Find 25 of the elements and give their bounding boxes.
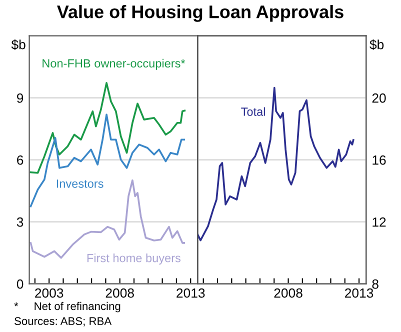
text: * Net of refinancing bbox=[14, 302, 120, 312]
x-tick-label: 2008 bbox=[274, 288, 302, 298]
y-tick-label: 6 bbox=[17, 155, 24, 165]
series-label: First home buyers bbox=[87, 254, 181, 265]
x-tick-label: 2013 bbox=[345, 288, 374, 298]
y-tick-label: 0 bbox=[16, 279, 24, 289]
x-tick-label: 2013 bbox=[176, 288, 205, 298]
x-tick-label: 2003 bbox=[35, 288, 64, 298]
y-tick-label: 9 bbox=[17, 93, 24, 103]
y2-tick-label: 16 bbox=[372, 155, 386, 165]
series-label: Investors bbox=[56, 180, 104, 188]
y-axis-title: $b bbox=[11, 39, 26, 50]
y-tick-label: 3 bbox=[16, 217, 24, 227]
y2-axis-title: $b bbox=[370, 39, 384, 50]
line-series bbox=[198, 86, 354, 242]
line-series bbox=[30, 114, 186, 208]
y2-tick-label: 8 bbox=[372, 279, 378, 289]
chart-title: Value of Housing Loan Approvals bbox=[57, 4, 344, 22]
y2-tick-label: 12 bbox=[372, 217, 386, 227]
series-label: Non-FHB owner-occupiers* bbox=[42, 58, 186, 70]
line-series bbox=[30, 82, 186, 174]
y2-tick-label: 20 bbox=[372, 93, 386, 103]
x-tick-label: 2008 bbox=[106, 288, 134, 298]
source-note: Sources: ABS; RBA bbox=[14, 317, 112, 326]
series-label: Total bbox=[241, 107, 265, 116]
